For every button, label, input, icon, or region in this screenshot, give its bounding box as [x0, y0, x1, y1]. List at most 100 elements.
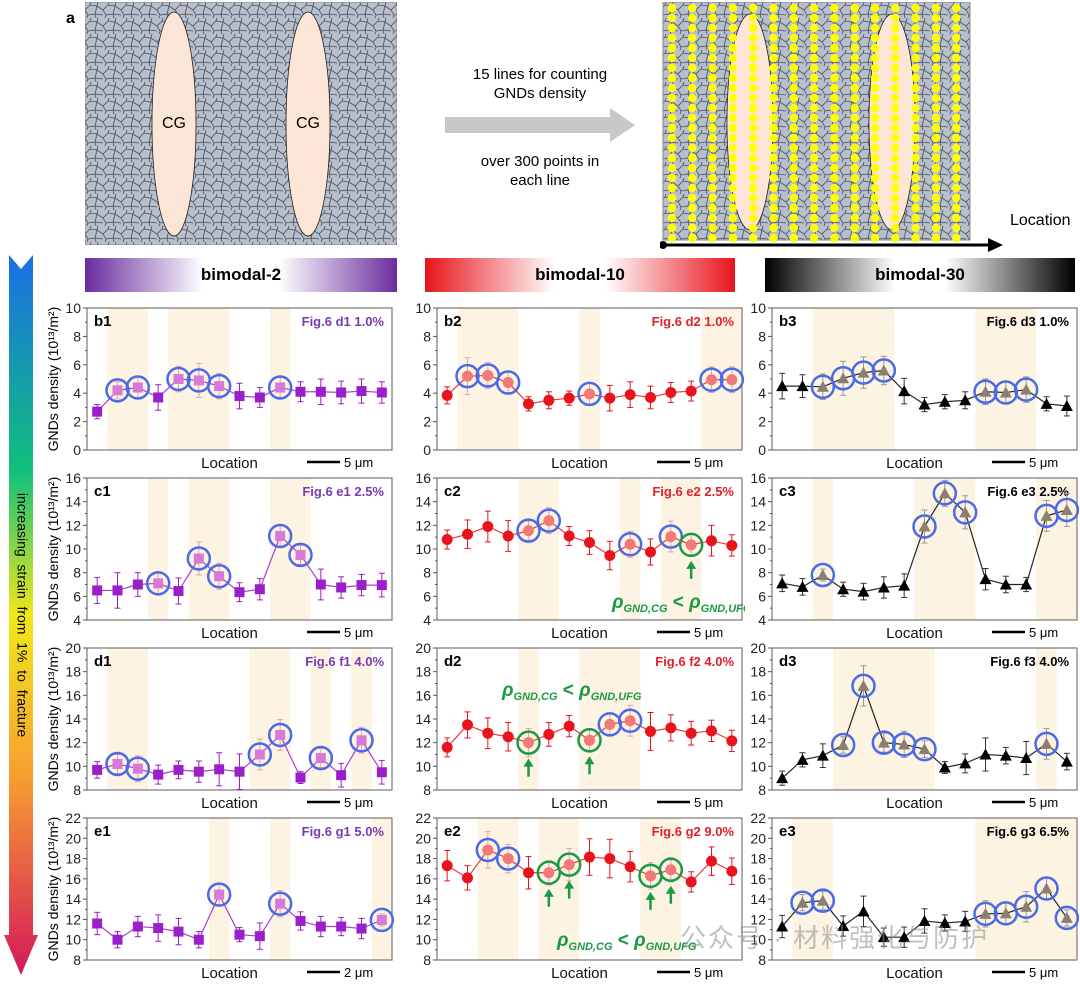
data-point — [516, 518, 541, 543]
y-tick-label: 16 — [415, 470, 431, 486]
marker-square — [132, 921, 143, 932]
data-point — [356, 378, 367, 404]
counting-point — [850, 3, 859, 13]
marker-triangle — [857, 905, 870, 917]
data-point — [92, 761, 103, 779]
cg-highlight-circle — [206, 882, 232, 907]
counting-point — [891, 23, 900, 33]
cg-highlight-circle — [267, 375, 293, 400]
counting-point — [708, 13, 717, 23]
chart-d3: 8 10 12 14 16 18 20 Location 5 μm d3 Fig.6 f3 4.0% — [730, 638, 1080, 821]
marker-square — [173, 926, 184, 937]
counting-point — [749, 193, 758, 203]
counting-point — [891, 203, 900, 213]
counting-point — [688, 3, 697, 13]
counting-point — [728, 233, 738, 243]
coarse-grain-right — [285, 11, 331, 237]
marker-circle — [523, 398, 534, 410]
data-point — [898, 926, 911, 948]
marker-circle — [462, 719, 473, 731]
y-tick-label: 16 — [415, 871, 431, 887]
data-point — [952, 495, 978, 530]
marker-circle — [665, 531, 677, 543]
counting-point — [931, 213, 941, 223]
y-tick-label: 12 — [65, 735, 81, 751]
data-point — [295, 381, 306, 403]
axis-arrowhead-icon — [988, 238, 1003, 252]
cg-highlight-circle — [993, 380, 1019, 405]
counting-point — [830, 53, 839, 63]
counting-point — [749, 103, 758, 113]
data-point — [254, 387, 265, 408]
counting-point — [708, 143, 717, 153]
y-axis-label: GNDs density (10¹³/m²) — [45, 647, 61, 792]
counting-point — [870, 113, 880, 123]
marker-triangle — [1020, 900, 1033, 912]
data-point — [999, 575, 1012, 594]
counting-point — [830, 233, 839, 243]
marker-triangle — [857, 366, 870, 378]
counting-point — [769, 223, 778, 233]
data-point — [186, 541, 212, 576]
counting-point — [749, 133, 758, 143]
data-point — [441, 386, 453, 405]
y-tick-label: 16 — [750, 687, 766, 703]
marker-square — [193, 934, 204, 945]
marker-triangle — [999, 386, 1012, 398]
y-tick-label: 4 — [423, 612, 431, 628]
data-point — [105, 378, 130, 403]
counting-point — [870, 43, 880, 53]
marker-square — [315, 386, 326, 397]
counting-point — [952, 203, 961, 213]
data-point — [1054, 905, 1080, 931]
counting-point — [809, 63, 819, 73]
marker-triangle — [816, 749, 829, 761]
marker-circle — [645, 725, 656, 737]
counting-point — [891, 33, 900, 43]
counting-point — [789, 133, 798, 143]
data-point — [604, 540, 616, 571]
marker-circle — [604, 550, 616, 562]
chart-c2: 4 6 8 10 12 14 16 Location 5 μm c2 Fig.6 e2 2.5% ρG… — [395, 468, 751, 651]
counting-point — [850, 93, 859, 103]
data-point — [523, 856, 534, 890]
y-tick-label: 4 — [423, 385, 431, 401]
counting-point — [809, 233, 819, 243]
counting-point — [789, 43, 798, 53]
y-tick-label: 18 — [750, 664, 766, 680]
data-point — [234, 382, 245, 410]
counting-point — [931, 33, 941, 43]
counting-point — [911, 123, 920, 133]
counting-point — [809, 83, 819, 93]
cg-highlight-circle — [577, 381, 602, 407]
y-tick-label: 18 — [750, 851, 766, 867]
counting-point — [952, 133, 961, 143]
marker-circle — [685, 539, 697, 551]
cg-highlight-circle — [349, 728, 374, 753]
marker-square — [295, 386, 306, 397]
counting-point — [708, 193, 717, 203]
y-tick-label: 6 — [758, 588, 766, 604]
data-point — [267, 890, 293, 918]
counting-point — [728, 143, 738, 153]
data-point — [153, 914, 164, 942]
marker-triangle — [776, 380, 789, 392]
counting-point — [809, 23, 819, 33]
counting-point — [891, 133, 900, 143]
counting-point — [728, 63, 738, 73]
marker-triangle — [999, 907, 1012, 919]
counting-point — [809, 193, 819, 203]
rho: ρ — [578, 680, 591, 701]
counting-point — [667, 173, 677, 183]
marker-circle — [706, 535, 717, 547]
marker-square — [275, 382, 286, 393]
counting-point — [830, 183, 839, 193]
counting-point — [830, 113, 839, 123]
marker-circle — [563, 720, 575, 732]
cg-highlight-circle — [495, 370, 521, 395]
subscript: GND,UFG — [591, 691, 642, 703]
data-point — [206, 562, 232, 590]
cg-highlight-circle — [912, 514, 937, 539]
counting-point — [952, 123, 961, 133]
cg-highlight-circle — [1013, 894, 1039, 919]
